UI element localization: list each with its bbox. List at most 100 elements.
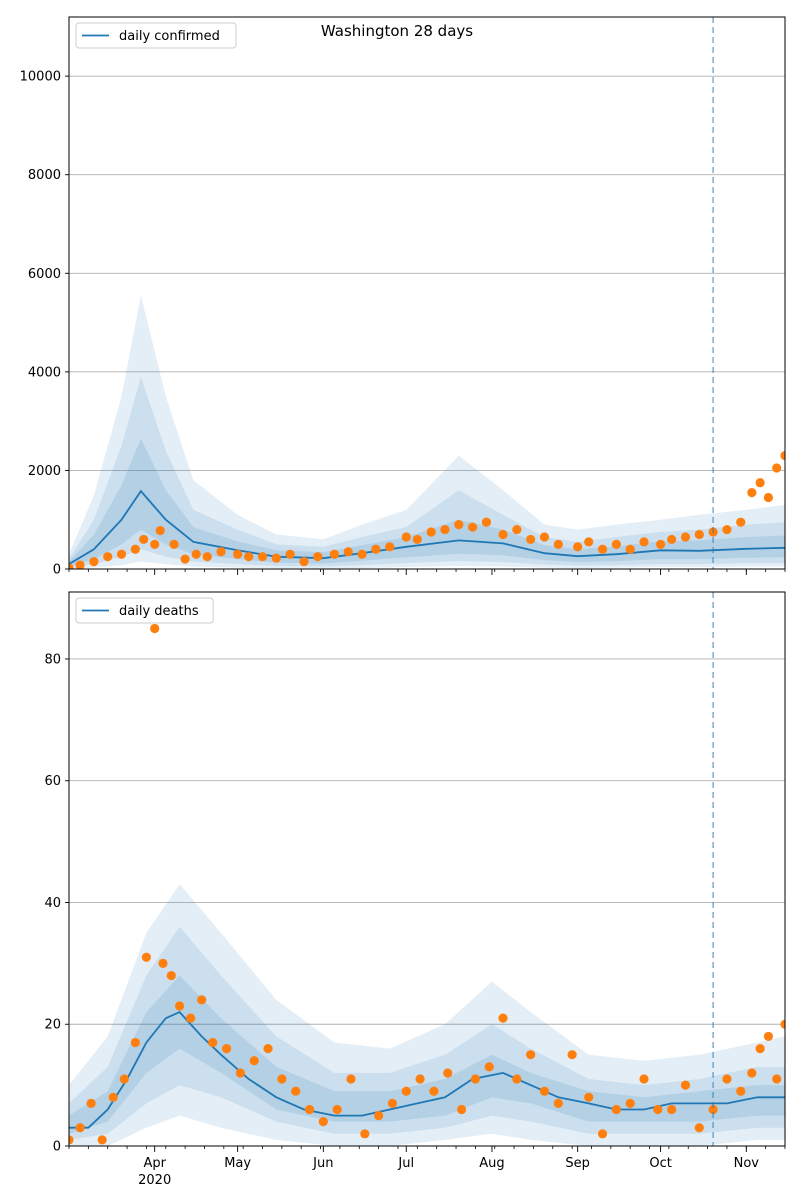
data-point xyxy=(597,544,608,554)
data-point xyxy=(103,552,113,562)
data-point xyxy=(216,547,226,557)
data-point xyxy=(722,524,732,535)
data-point xyxy=(191,549,201,559)
y-tick-label: 2000 xyxy=(28,464,61,479)
data-point xyxy=(736,1086,746,1096)
data-point xyxy=(655,539,666,549)
y-tick-label: 8000 xyxy=(28,168,61,183)
data-point xyxy=(426,527,436,537)
x-tick-label: May xyxy=(224,1156,251,1171)
data-point xyxy=(454,520,464,530)
data-point xyxy=(332,1104,342,1115)
band-outer xyxy=(69,884,785,1146)
data-point xyxy=(271,553,281,563)
data-point xyxy=(553,1098,563,1108)
data-point xyxy=(235,1068,245,1078)
data-point xyxy=(169,539,179,549)
data-point xyxy=(763,1031,774,1042)
data-point xyxy=(498,529,508,540)
y-tick-label: 0 xyxy=(53,563,61,578)
data-point xyxy=(277,1074,287,1084)
data-point xyxy=(694,529,704,540)
data-point xyxy=(722,1074,732,1084)
data-point xyxy=(291,1086,301,1096)
data-point xyxy=(763,492,774,503)
data-point xyxy=(780,451,785,461)
data-point xyxy=(346,1074,356,1084)
data-point xyxy=(597,1129,608,1139)
data-point xyxy=(150,539,160,549)
x-tick-label: Nov xyxy=(734,1156,760,1171)
data-point xyxy=(385,542,395,552)
data-point xyxy=(141,952,152,962)
data-point xyxy=(186,1013,196,1023)
data-point xyxy=(299,557,309,567)
data-point xyxy=(470,1074,480,1084)
data-point xyxy=(625,1098,635,1108)
data-point xyxy=(680,532,691,542)
data-point xyxy=(667,1104,677,1115)
data-point xyxy=(116,549,127,559)
data-point xyxy=(197,995,207,1005)
data-point xyxy=(755,1043,765,1054)
y-tick-label: 4000 xyxy=(28,365,61,380)
data-point xyxy=(233,549,243,559)
y-tick-label: 40 xyxy=(44,896,61,911)
data-point xyxy=(75,1123,85,1133)
data-point xyxy=(75,560,85,569)
band-middle xyxy=(69,926,785,1140)
data-point xyxy=(155,525,165,536)
legend: daily confirmed xyxy=(75,22,237,49)
data-point xyxy=(401,1086,411,1096)
data-point xyxy=(401,532,411,542)
data-point xyxy=(772,1074,782,1084)
data-point xyxy=(69,563,74,569)
data-point xyxy=(263,1043,273,1054)
legend-label: daily deaths xyxy=(119,604,199,619)
data-point xyxy=(512,524,522,535)
data-point xyxy=(481,517,492,527)
data-point xyxy=(357,549,367,559)
y-tick-label: 0 xyxy=(53,1140,61,1155)
data-point xyxy=(158,958,168,968)
data-point xyxy=(639,1074,649,1084)
data-point xyxy=(285,549,295,559)
x-tick-label: Sep xyxy=(565,1156,590,1171)
data-point xyxy=(526,1050,536,1060)
data-point xyxy=(329,549,339,559)
data-point xyxy=(584,1092,594,1102)
data-point xyxy=(526,534,536,545)
data-point xyxy=(174,1001,185,1011)
data-point xyxy=(780,1019,785,1029)
data-point xyxy=(680,1080,691,1090)
x-tick-label: Oct xyxy=(649,1156,671,1171)
series-line-model xyxy=(69,1011,785,1129)
y-tick-label: 80 xyxy=(44,652,61,667)
data-point xyxy=(208,1037,218,1048)
data-point xyxy=(221,1043,232,1054)
axes-frame xyxy=(68,591,786,1147)
band-inner xyxy=(69,975,785,1134)
data-point xyxy=(736,517,746,527)
data-point xyxy=(747,1068,757,1078)
data-point xyxy=(371,544,381,554)
data-point xyxy=(139,534,149,545)
data-point xyxy=(772,463,782,473)
data-point xyxy=(244,552,254,562)
data-point xyxy=(553,539,563,549)
y-tick-label: 6000 xyxy=(28,267,61,282)
legend-box xyxy=(75,597,214,624)
data-point xyxy=(567,1050,577,1060)
x-tick-year-label: 2020 xyxy=(138,1173,171,1188)
data-point xyxy=(539,532,550,542)
x-tick-label: Jul xyxy=(397,1156,414,1171)
legend-box xyxy=(75,22,237,49)
data-point xyxy=(313,552,323,562)
data-point xyxy=(412,534,422,545)
data-point xyxy=(180,554,190,564)
data-point xyxy=(625,544,635,554)
data-point xyxy=(639,537,649,547)
y-tick-label: 10000 xyxy=(20,70,61,85)
data-point xyxy=(89,557,99,567)
x-tick-label: Apr xyxy=(143,1156,166,1171)
